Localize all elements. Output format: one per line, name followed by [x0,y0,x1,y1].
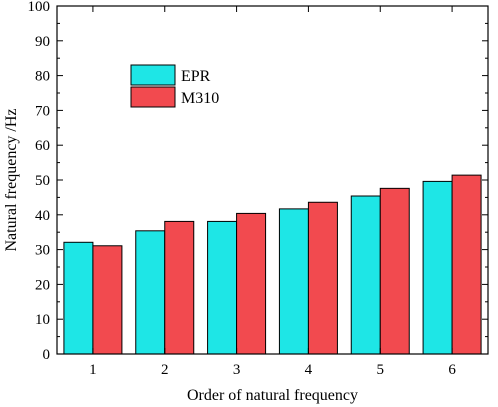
bar-m310-1 [92,245,123,355]
bar-epr-6 [422,180,453,355]
bar-epr-4 [278,208,309,355]
legend-swatch-epr [130,64,176,86]
y-tick-label: 30 [35,243,50,259]
bar-m310-6 [451,174,482,355]
legend-swatch-m310 [130,86,176,108]
y-tick-label: 10 [35,312,50,328]
y-tick-label: 20 [35,277,50,293]
legend-label-epr: EPR [181,68,211,85]
y-tick-label: 40 [35,208,50,224]
x-tick-label: 3 [233,362,241,378]
bar-m310-2 [164,220,195,355]
axis-ticks: 0 10 20 30 40 50 60 70 80 90 100 1 2 3 4 5 6 [28,0,488,378]
y-tick-label: 80 [35,69,50,85]
y-tick-label: 0 [43,347,51,363]
bars-group [63,174,482,355]
x-tick-label: 2 [161,362,169,378]
bar-m310-5 [379,187,410,355]
legend: EPR M310 [130,64,219,108]
x-tick-label: 5 [377,362,385,378]
x-axis-title: Order of natural frequency [187,387,358,404]
y-tick-label: 100 [28,0,51,15]
x-tick-label: 6 [448,362,456,378]
bar-epr-3 [207,220,238,355]
y-tick-label: 60 [35,138,50,154]
bar-epr-1 [63,241,94,355]
y-tick-label: 70 [35,103,50,119]
bar-epr-5 [350,195,381,355]
y-axis-title: Natural frequency /Hz [3,108,20,251]
legend-label-m310: M310 [181,90,219,107]
bar-m310-4 [307,201,338,355]
y-tick-label: 50 [35,173,50,189]
bar-epr-2 [135,230,166,355]
x-tick-label: 1 [89,362,97,378]
bar-m310-3 [236,212,267,355]
y-tick-label: 90 [35,34,50,50]
x-tick-label: 4 [305,362,313,378]
